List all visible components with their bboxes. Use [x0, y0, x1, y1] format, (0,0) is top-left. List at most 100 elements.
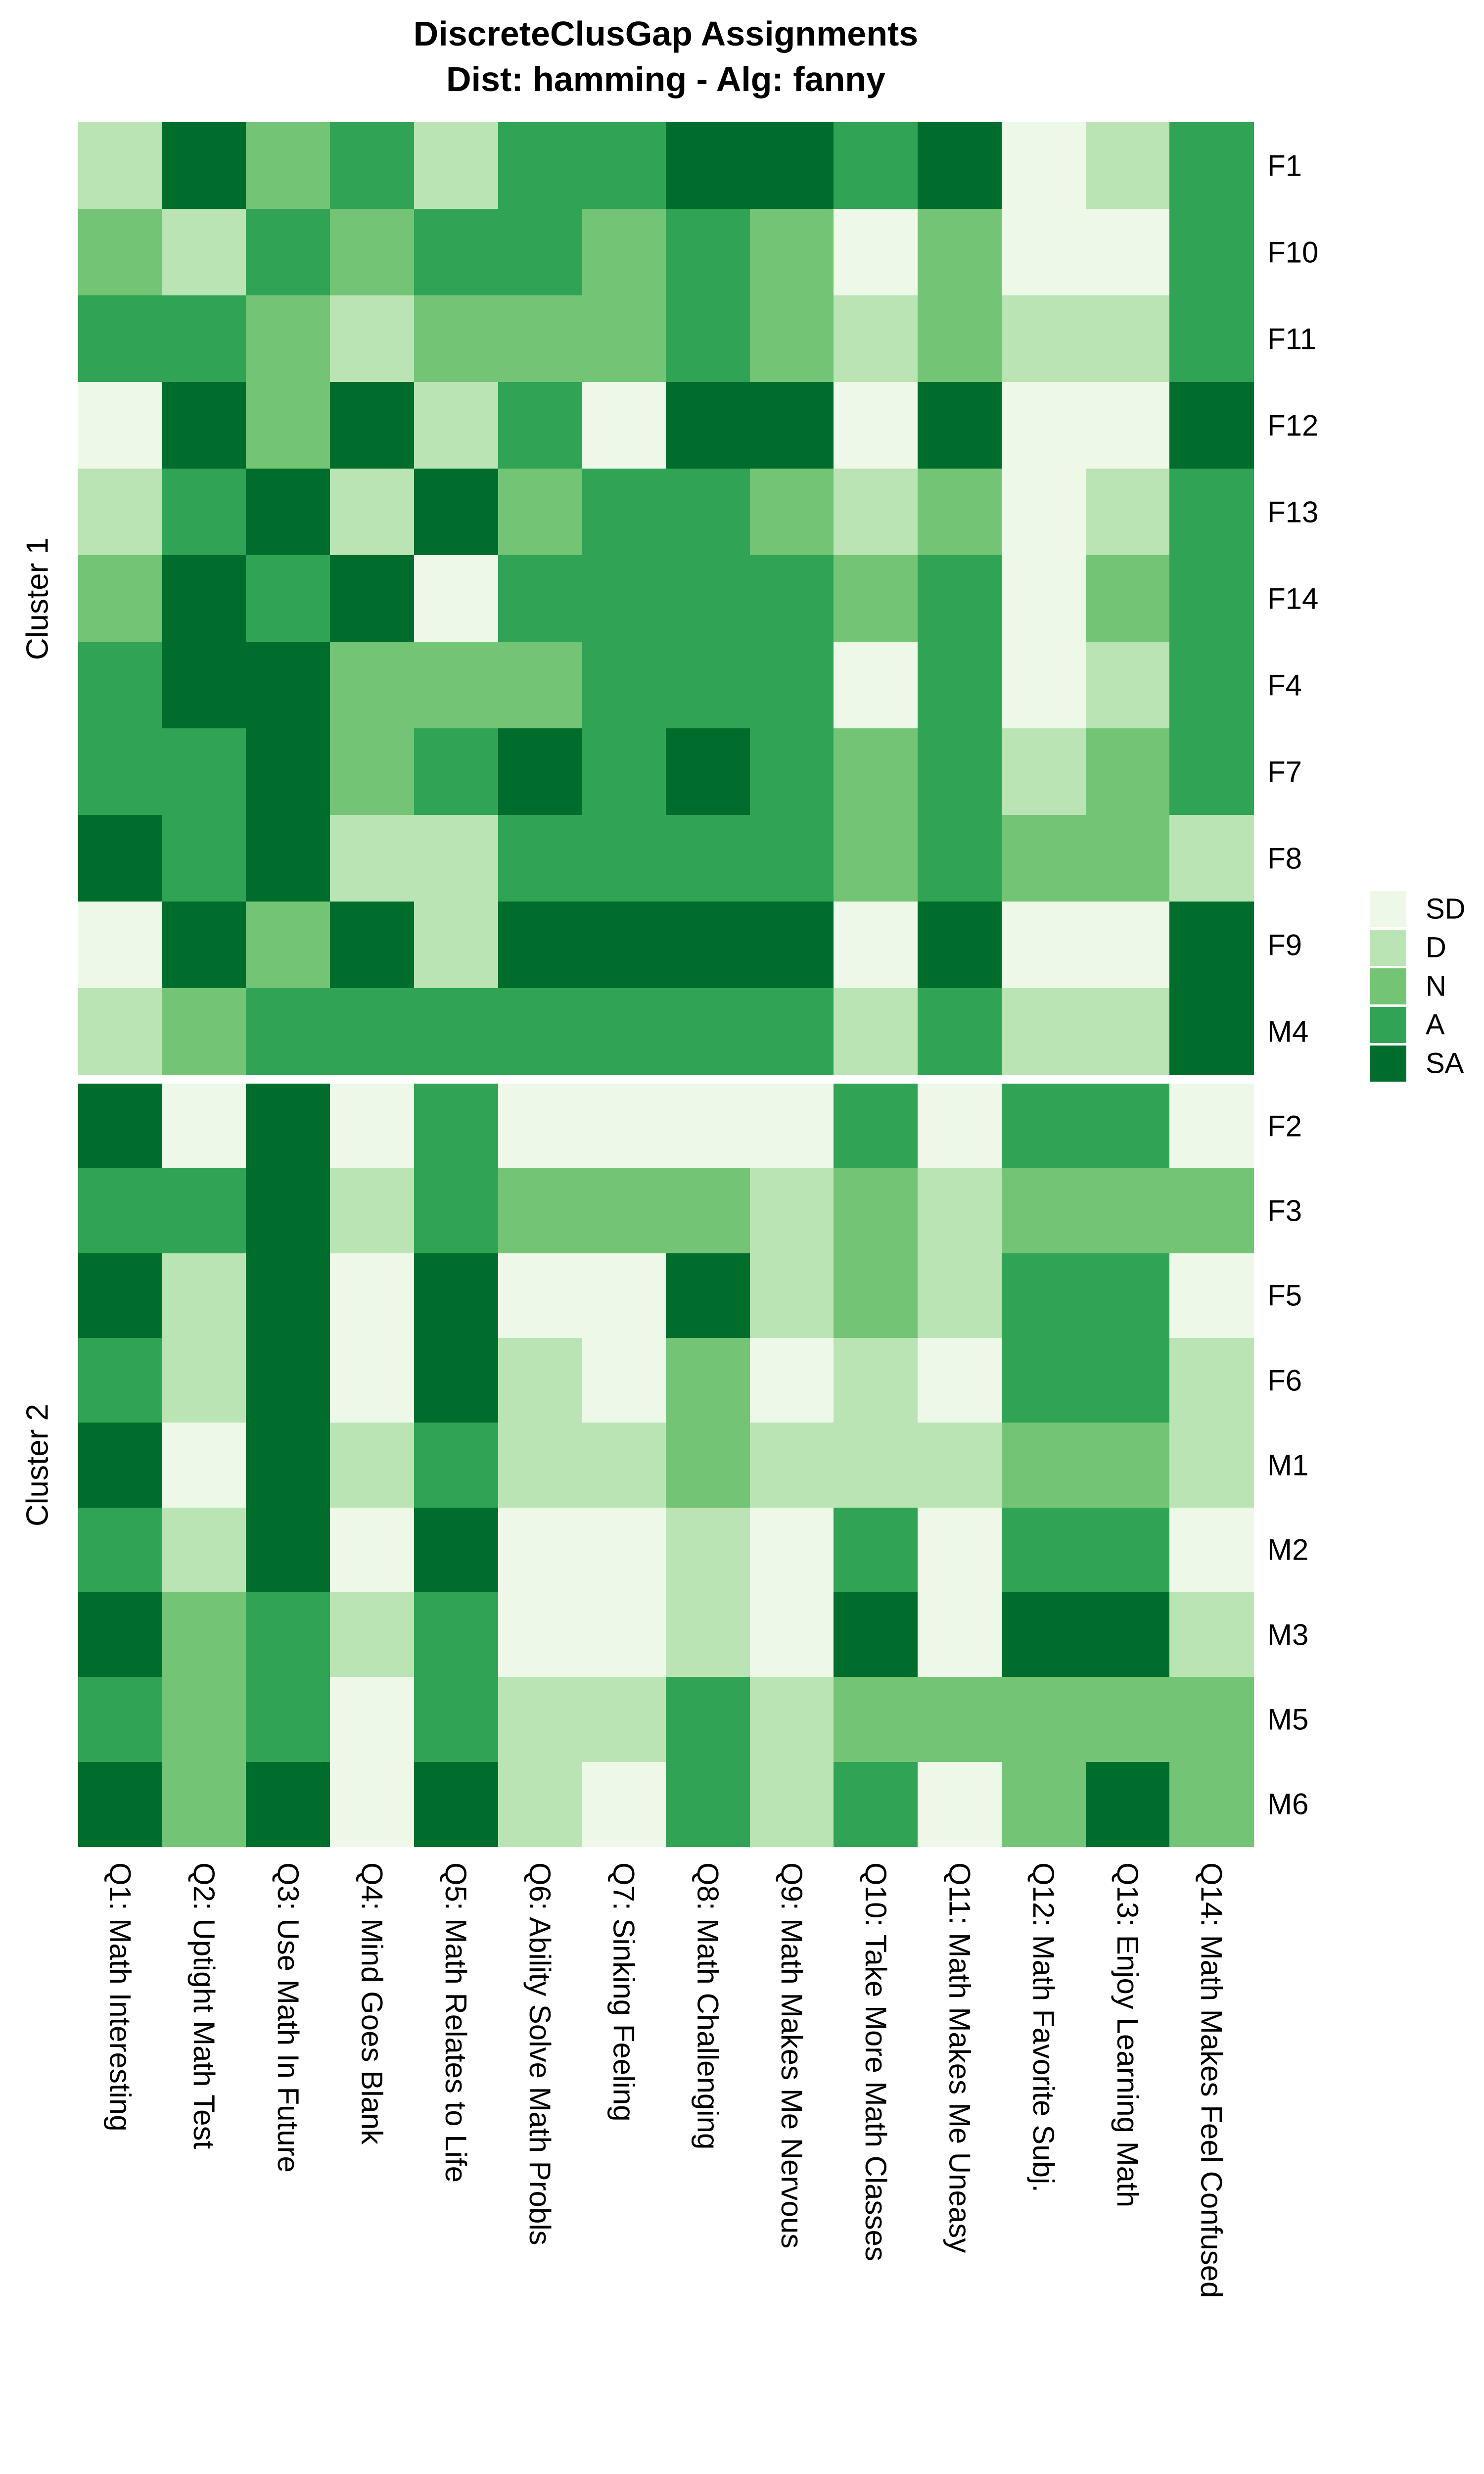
heatmap-cell — [162, 382, 247, 469]
heatmap-cell — [246, 382, 331, 469]
heatmap-cell — [414, 382, 499, 469]
heatmap-cell — [582, 1423, 666, 1508]
heatmap-cell — [498, 902, 583, 989]
heatmap-cell — [1001, 209, 1086, 296]
heatmap-cell — [1169, 728, 1254, 815]
heatmap-cell — [414, 295, 499, 382]
heatmap-cell — [1001, 1337, 1086, 1424]
column-label: Q3: Use Math In Future — [271, 1862, 305, 2173]
heatmap-cell — [1085, 902, 1170, 989]
heatmap-cell — [414, 1253, 499, 1338]
heatmap-cell — [246, 1168, 331, 1254]
heatmap-cell — [665, 1592, 750, 1678]
heatmap-cell — [1169, 988, 1254, 1075]
heatmap-cell — [162, 728, 247, 815]
heatmap-cell — [1169, 295, 1254, 382]
heatmap-cell — [330, 1168, 415, 1254]
heatmap-cell — [665, 1423, 750, 1508]
heatmap-cell — [162, 1084, 247, 1169]
heatmap-cell — [414, 1761, 499, 1847]
heatmap-cell — [834, 469, 919, 556]
heatmap-cell — [1169, 902, 1254, 989]
legend-key — [1370, 1046, 1406, 1082]
heatmap-cell — [330, 902, 415, 989]
heatmap-cell — [246, 1677, 331, 1762]
heatmap-cell — [78, 1507, 163, 1593]
heatmap-cell — [1085, 209, 1170, 296]
row-label: F10 — [1267, 236, 1319, 269]
heatmap-cell — [498, 469, 583, 556]
heatmap-cell — [834, 1337, 919, 1424]
heatmap-cell — [162, 1253, 247, 1338]
heatmap-cell — [1085, 1423, 1170, 1508]
heatmap-cell — [246, 469, 331, 556]
heatmap-cell — [582, 728, 666, 815]
heatmap-cell — [665, 815, 750, 902]
heatmap-cell — [498, 555, 583, 642]
heatmap-cell — [834, 555, 919, 642]
legend-key — [1370, 968, 1406, 1004]
heatmap-cell — [582, 1761, 666, 1847]
column-label: Q1: Math Interesting — [103, 1862, 137, 2132]
heatmap-cell — [665, 902, 750, 989]
heatmap-cell — [918, 642, 1002, 729]
heatmap-cell — [414, 122, 499, 209]
heatmap-cell — [582, 209, 666, 296]
heatmap-cell — [498, 1592, 583, 1678]
heatmap-cell — [330, 728, 415, 815]
heatmap-cell — [582, 1337, 666, 1424]
heatmap-cell — [834, 122, 919, 209]
chart-title-line1: DiscreteClusGap Assignments — [413, 14, 919, 53]
row-label: M3 — [1267, 1618, 1309, 1652]
heatmap-cell — [78, 209, 163, 296]
heatmap-cell — [582, 469, 666, 556]
heatmap-cell — [498, 642, 583, 729]
heatmap-cell — [414, 728, 499, 815]
legend-label: D — [1426, 931, 1446, 964]
column-label: Q4: Mind Goes Blank — [355, 1862, 389, 2145]
column-label: Q2: Uptight Math Test — [187, 1862, 221, 2149]
heatmap-cell — [1085, 1253, 1170, 1338]
column-label: Q14: Math Makes Feel Confused — [1195, 1862, 1228, 2298]
heatmap-cell — [162, 1507, 247, 1593]
heatmap-cell — [162, 209, 247, 296]
heatmap-cell — [834, 1084, 919, 1169]
heatmap-cell — [1001, 642, 1086, 729]
legend-key — [1370, 930, 1406, 966]
heatmap-cell — [918, 295, 1002, 382]
heatmap-cell — [498, 728, 583, 815]
heatmap-cell — [414, 988, 499, 1075]
heatmap-cell — [78, 1677, 163, 1762]
heatmap-cell — [246, 1337, 331, 1424]
heatmap-cell — [246, 642, 331, 729]
heatmap-cell — [246, 815, 331, 902]
heatmap-cell — [498, 1507, 583, 1593]
heatmap-cell — [78, 122, 163, 209]
heatmap-cell — [1169, 815, 1254, 902]
heatmap-cell — [582, 122, 666, 209]
heatmap-cell — [918, 988, 1002, 1075]
heatmap-cell — [1085, 382, 1170, 469]
heatmap-cell — [1001, 1677, 1086, 1762]
heatmap-cell — [1169, 1168, 1254, 1254]
heatmap-cell — [330, 1761, 415, 1847]
heatmap-cell — [749, 1761, 835, 1847]
heatmap-cell — [162, 988, 247, 1075]
heatmap-cell — [330, 555, 415, 642]
heatmap-cell — [749, 642, 835, 729]
chart-title-line2: Dist: hamming - Alg: fanny — [446, 60, 885, 99]
heatmap-cell — [834, 1253, 919, 1338]
heatmap-cell — [1169, 209, 1254, 296]
heatmap-cell — [1169, 1084, 1254, 1169]
heatmap-cell — [1169, 642, 1254, 729]
row-label: F5 — [1267, 1279, 1302, 1312]
legend-label: A — [1426, 1008, 1445, 1041]
heatmap-cell — [414, 1337, 499, 1424]
heatmap-cell — [665, 295, 750, 382]
heatmap-cell — [918, 1337, 1002, 1424]
heatmap-cell — [246, 209, 331, 296]
heatmap-cell — [162, 642, 247, 729]
heatmap-cell — [78, 295, 163, 382]
heatmap-cell — [78, 1337, 163, 1424]
chart-title: DiscreteClusGap Assignments Dist: hammin… — [78, 11, 1253, 102]
